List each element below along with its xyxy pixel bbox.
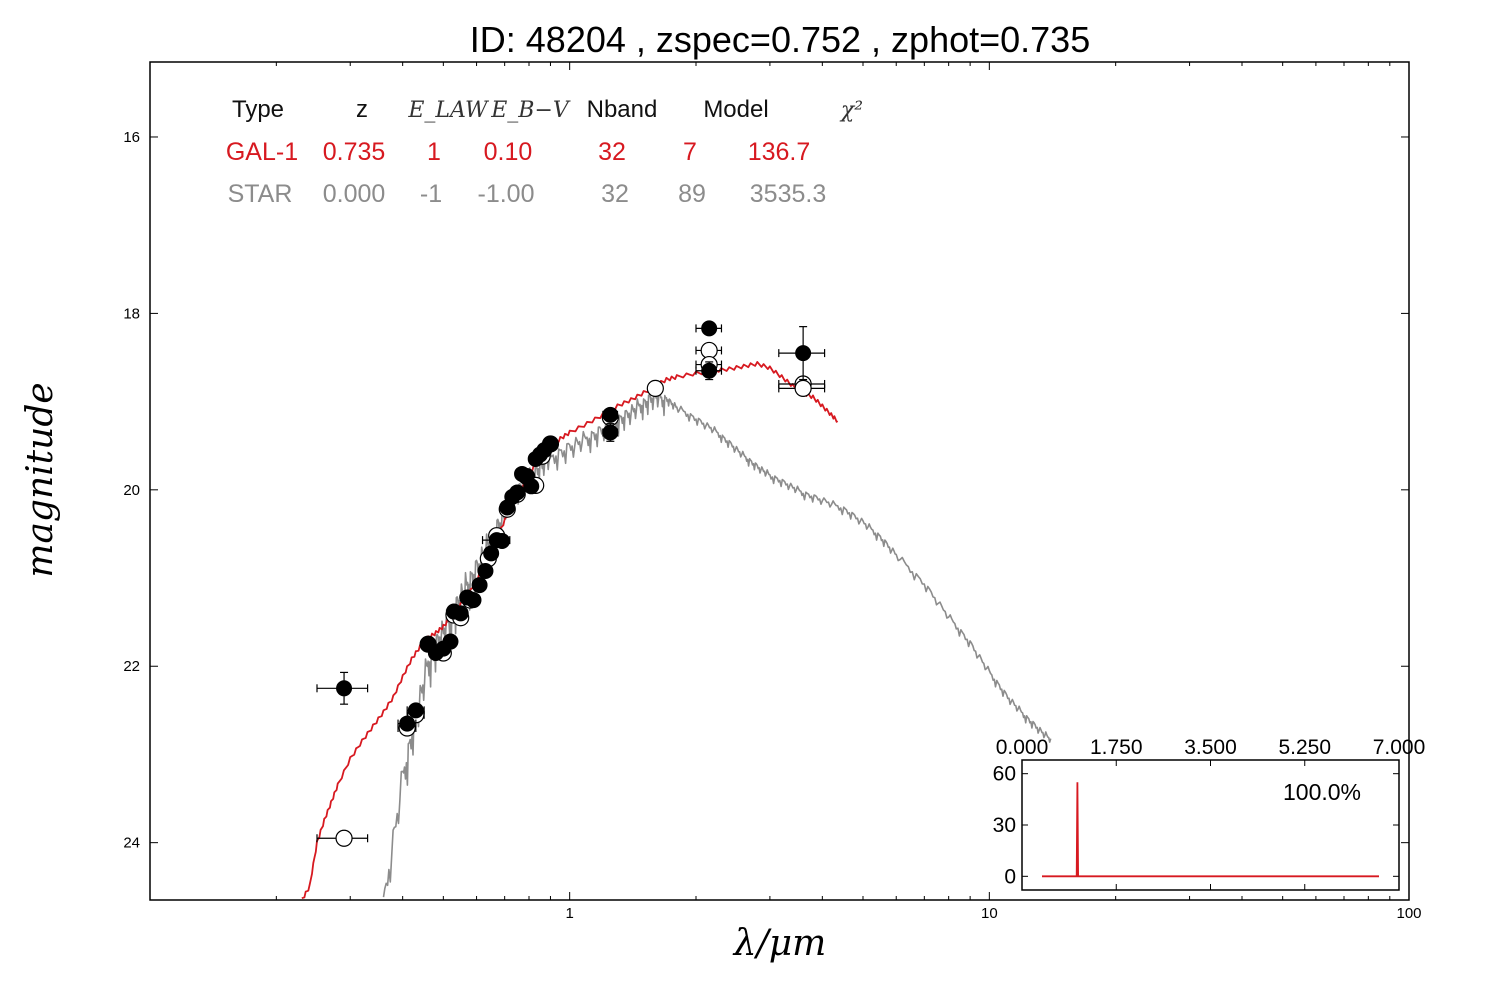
table-cell: GAL-1 xyxy=(226,138,298,166)
plot-frame xyxy=(149,61,1410,901)
table-cell: -1 xyxy=(420,180,442,208)
inset-axis-ticks: 0.000 1.750 3.500 5.250 7.000 60 30 0 xyxy=(993,736,1426,890)
table-cell: 0.000 xyxy=(323,180,386,208)
x-tick-label: 10 xyxy=(981,905,998,922)
table-row-galaxy: GAL-1 0.735 1 0.10 32 7 136.7 xyxy=(226,138,810,166)
y-tick-label: 24 xyxy=(123,835,140,852)
chart-title: ID: 48204 , zspec=0.752 , zphot=0.735 xyxy=(470,19,1090,60)
observed-point xyxy=(471,577,488,594)
inset-frame xyxy=(1021,759,1400,891)
y-tick-label: 20 xyxy=(123,482,140,499)
table-header-z: z xyxy=(356,96,368,123)
star-model-line xyxy=(382,388,1052,898)
table-header-type: Type xyxy=(232,96,284,123)
table-header-ebv: E_B−V xyxy=(490,98,571,123)
table-cell: 32 xyxy=(601,180,629,208)
table-header-chi2: χ² xyxy=(839,98,863,123)
inset-x-tick-label: 7.000 xyxy=(1373,736,1426,759)
galaxy-model-line xyxy=(301,360,839,900)
y-axis-label: magnitude xyxy=(20,382,61,577)
pdf-curve xyxy=(1042,782,1379,878)
table-cell: -1.00 xyxy=(478,180,535,208)
observed-point xyxy=(407,702,424,719)
observed-point xyxy=(701,362,718,379)
table-cell: 0.735 xyxy=(323,138,386,166)
observed-point xyxy=(509,484,526,501)
table-cell: 136.7 xyxy=(748,138,811,166)
inset-y-tick-label: 60 xyxy=(993,763,1016,786)
observed-point xyxy=(465,592,482,609)
observed-point xyxy=(477,562,494,579)
inset-x-tick-label: 5.250 xyxy=(1278,736,1331,759)
table-cell: 0.10 xyxy=(484,138,533,166)
table-cell: 1 xyxy=(427,138,441,166)
y-tick-label: 18 xyxy=(123,305,140,322)
pdf-probability-label: 100.0% xyxy=(1283,779,1361,805)
observed-point xyxy=(452,605,469,622)
observed-point xyxy=(442,633,459,650)
observed-point xyxy=(602,406,619,423)
table-cell: 32 xyxy=(598,138,626,166)
observed-point xyxy=(523,478,540,495)
inset-x-tick-label: 3.500 xyxy=(1184,736,1237,759)
observed-point xyxy=(494,532,511,549)
y-tick-label: 22 xyxy=(123,658,140,675)
galaxy-model-layer xyxy=(301,360,839,900)
table-header-model: Model xyxy=(703,96,768,123)
observed-point xyxy=(399,715,416,732)
observed-point xyxy=(602,424,619,441)
x-axis-label: λ/μm xyxy=(732,923,826,964)
x-tick-label: 100 xyxy=(1396,905,1421,922)
table-cell: STAR xyxy=(228,180,293,208)
model-magnitude-point xyxy=(646,379,664,397)
observed-point xyxy=(336,680,353,697)
inset-pdf-line xyxy=(1042,782,1379,878)
table-header-nband: Nband xyxy=(587,96,658,123)
table-row-star: STAR 0.000 -1 -1.00 32 89 3535.3 xyxy=(228,180,827,208)
table-cell: 89 xyxy=(678,180,706,208)
star-model-layer xyxy=(382,388,1052,898)
table-header-elaw: E_LAW xyxy=(407,98,490,123)
redshift-pdf-inset: 0.000 1.750 3.500 5.250 7.000 60 30 0 100.0% xyxy=(993,736,1426,891)
y-tick-label: 16 xyxy=(123,129,140,146)
model-magnitude-point xyxy=(794,379,812,397)
x-tick-label: 1 xyxy=(565,905,573,922)
table-cell: 7 xyxy=(683,138,697,166)
inset-x-tick-label: 1.750 xyxy=(1090,736,1143,759)
observed-point xyxy=(701,320,718,337)
table-cell: 3535.3 xyxy=(750,180,826,208)
observed-point xyxy=(542,435,559,452)
observed-point xyxy=(795,345,812,362)
inset-y-tick-label: 0 xyxy=(1004,865,1016,888)
fit-results-table: Type z E_LAW E_B−V Nband Model χ² GAL-1 … xyxy=(226,96,863,208)
inset-y-tick-label: 30 xyxy=(993,814,1016,837)
inset-x-tick-label: 0.000 xyxy=(996,736,1049,759)
data-points-layer xyxy=(316,320,826,847)
model-magnitude-point xyxy=(335,829,353,847)
